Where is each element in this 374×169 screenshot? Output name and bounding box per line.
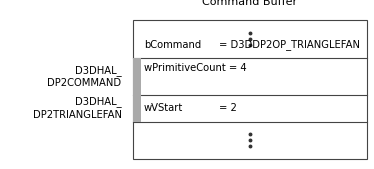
Bar	[133, 95, 141, 122]
Text: D3DHAL_
DP2COMMAND: D3DHAL_ DP2COMMAND	[47, 65, 122, 88]
Bar	[133, 20, 367, 159]
Text: = D3DDP2OP_TRIANGLEFAN: = D3DDP2OP_TRIANGLEFAN	[219, 39, 360, 50]
Text: Command Buffer: Command Buffer	[202, 0, 297, 7]
Text: bCommand: bCommand	[144, 40, 201, 50]
Text: wVStart: wVStart	[144, 103, 183, 113]
Text: D3DHAL_
DP2TRIANGLEFAN: D3DHAL_ DP2TRIANGLEFAN	[33, 96, 122, 120]
Text: wPrimitiveCount = 4: wPrimitiveCount = 4	[144, 63, 246, 73]
Text: = 2: = 2	[219, 103, 237, 113]
Bar	[133, 58, 141, 95]
